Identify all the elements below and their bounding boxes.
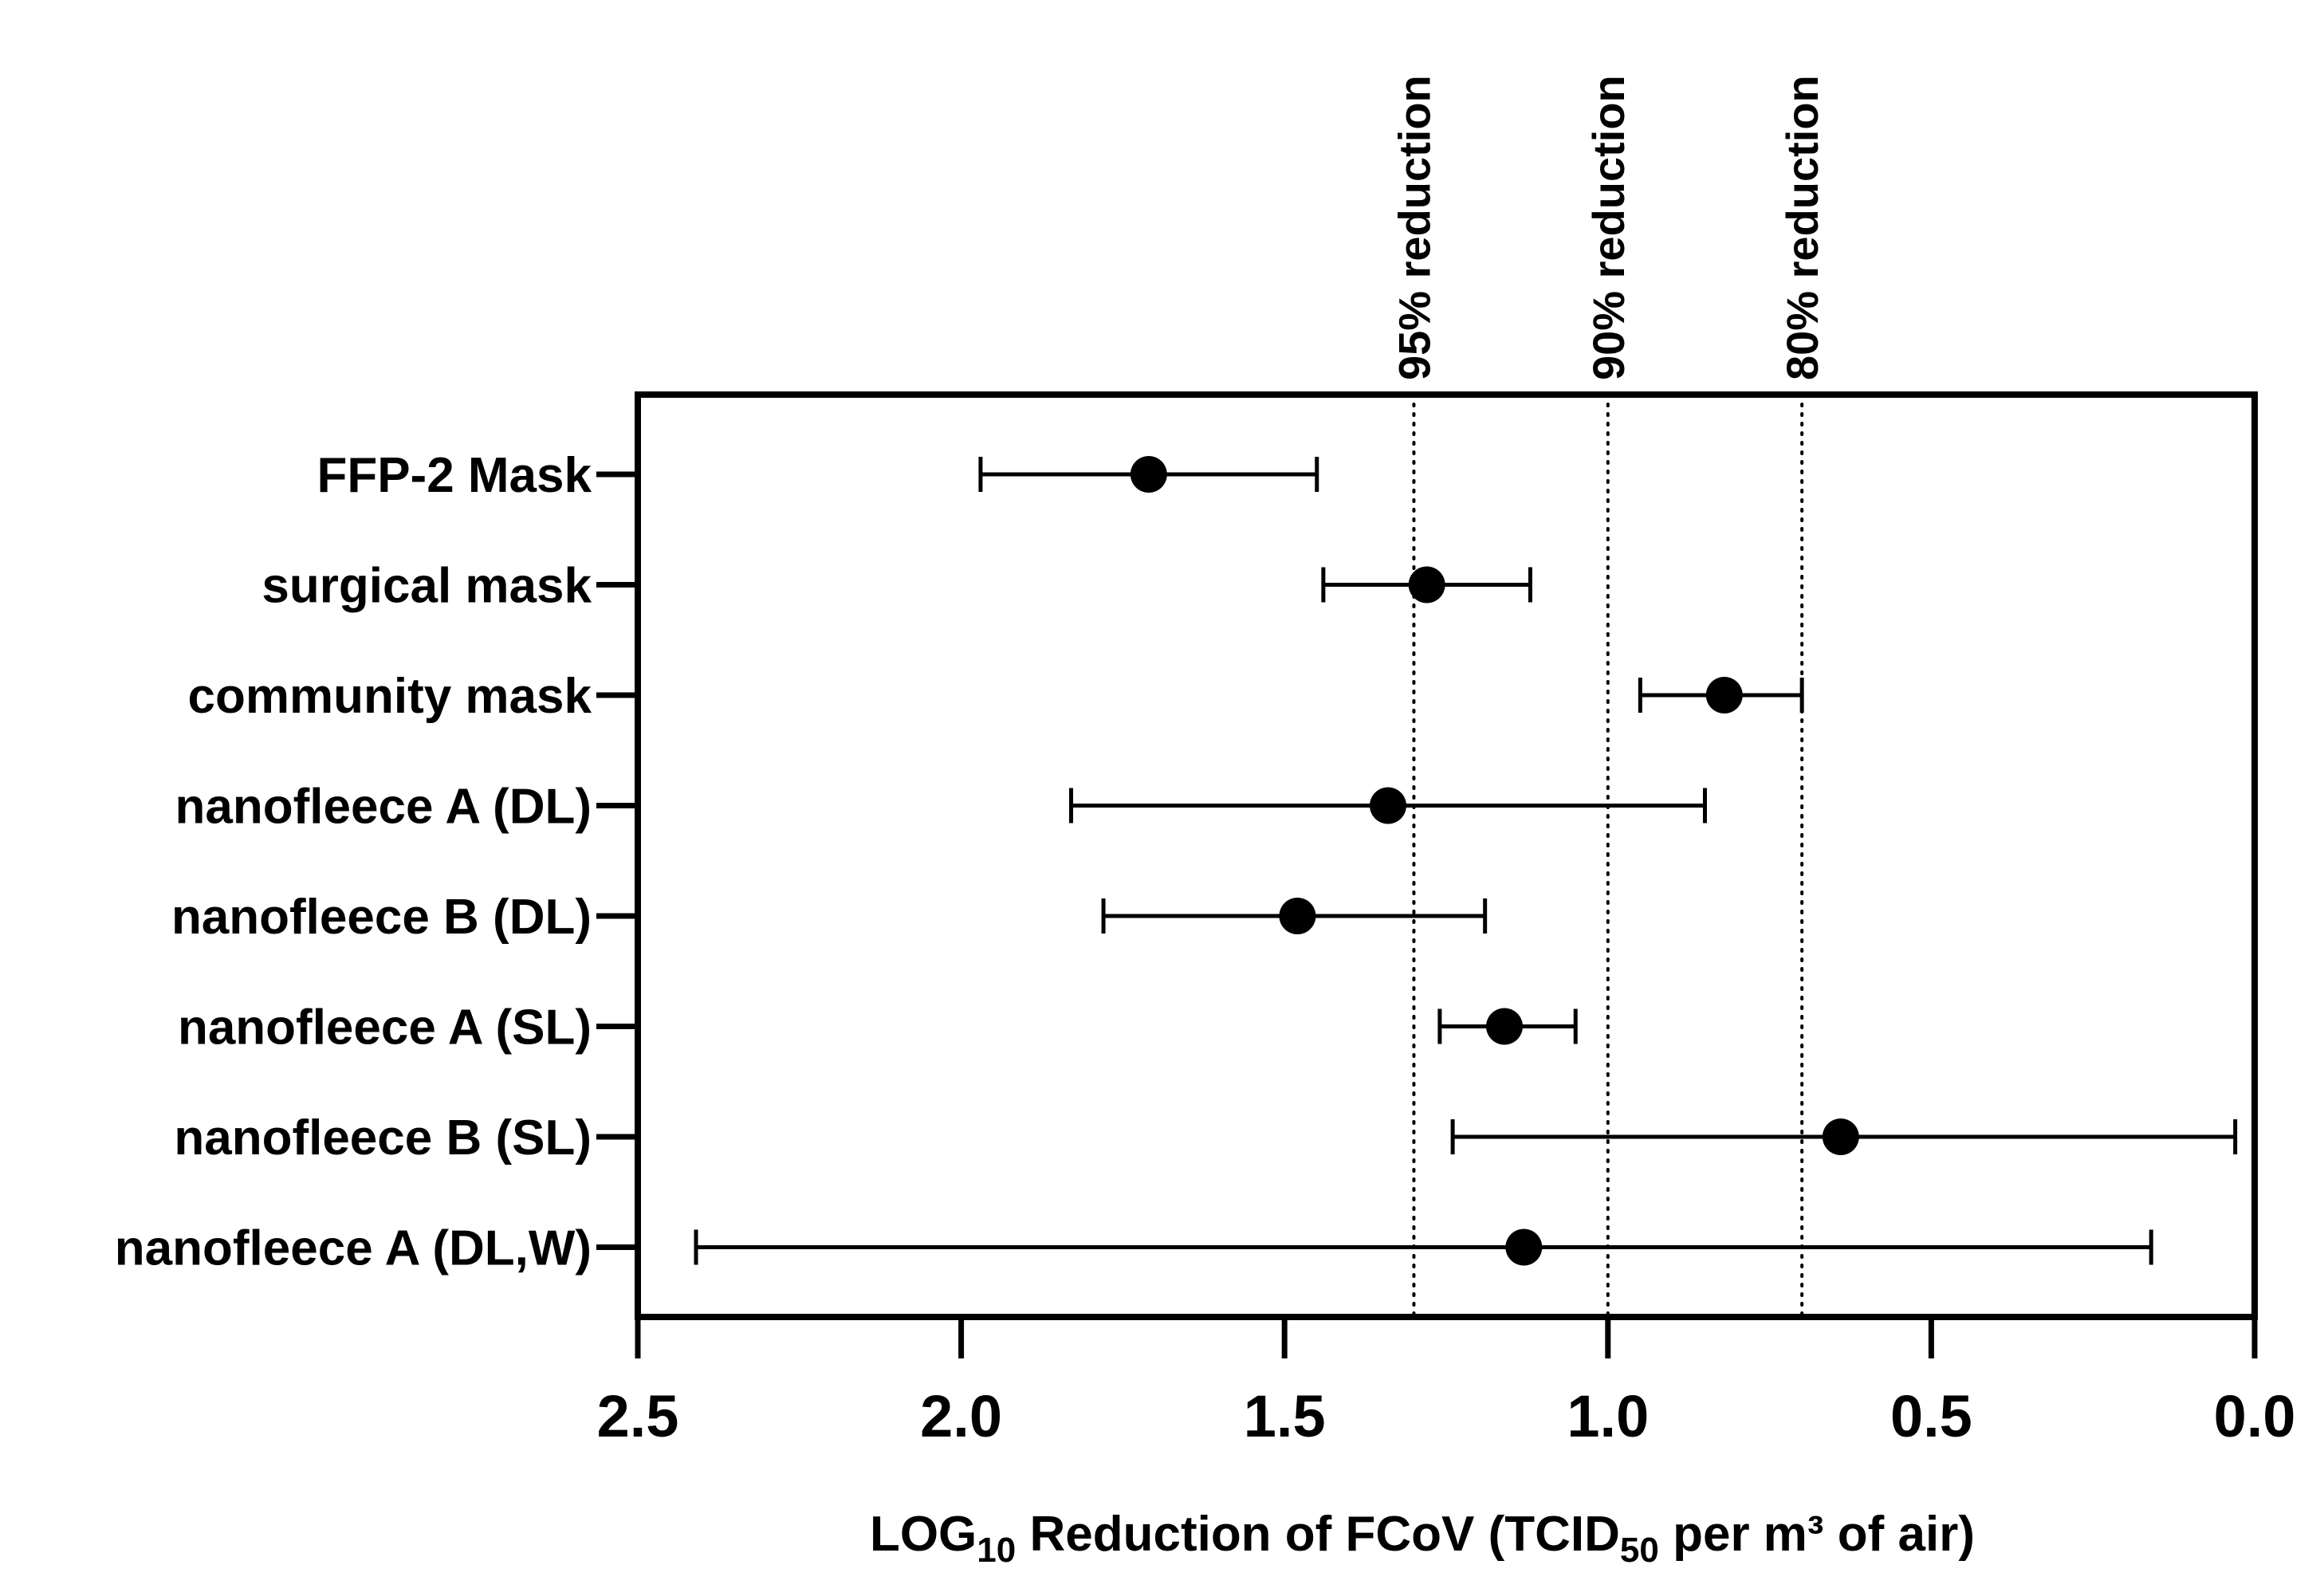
data-point-7: [1505, 1228, 1543, 1266]
x-tick-label-2: 1.5: [1244, 1383, 1326, 1449]
data-point-3: [1369, 787, 1406, 824]
reference-label-1: 90% reduction: [1583, 75, 1634, 380]
x-axis-tick-labels: 2.5 2.0 1.5 1.0 0.5 0.0: [597, 1383, 2296, 1449]
y-axis-ticks: [596, 471, 638, 1250]
category-label-1: surgical mask: [261, 559, 592, 614]
data-point-0: [1130, 456, 1167, 493]
category-label-6: nanofleece B (SL): [174, 1111, 592, 1166]
x-tick-label-4: 0.5: [1890, 1383, 1972, 1449]
x-tick-label-0: 2.5: [597, 1383, 679, 1449]
category-label-3: nanofleece A (DL): [175, 780, 592, 835]
x-axis-title-prefix: LOG: [870, 1507, 977, 1562]
data-point-2: [1705, 677, 1743, 713]
x-tick-label-5: 0.0: [2214, 1383, 2296, 1449]
reference-labels: 95% reduction 90% reduction 80% reduction: [1389, 75, 1827, 380]
category-label-7: nanofleece A (DL,W): [115, 1221, 592, 1276]
reference-lines: [1412, 393, 1804, 1319]
category-label-0: FFP-2 Mask: [317, 448, 592, 503]
category-label-4: nanofleece B (DL): [171, 890, 592, 945]
error-bars: [694, 457, 2238, 1265]
reference-label-2: 80% reduction: [1777, 75, 1827, 380]
data-point-5: [1486, 1008, 1524, 1045]
x-axis-ticks: [635, 1317, 2258, 1358]
x-axis-title-prefix-subscript: 10: [977, 1531, 1016, 1570]
category-label-2: community mask: [187, 669, 592, 724]
y-axis-category-labels: FFP-2 Mask surgical mask community mask nan…: [115, 448, 592, 1276]
data-point-6: [1822, 1118, 1859, 1155]
reference-label-0: 95% reduction: [1389, 75, 1439, 380]
x-axis-title-middle: Reduction of FCoV (TCID: [1016, 1507, 1620, 1562]
plot-frame: [635, 391, 2258, 1320]
data-points: [1130, 456, 1859, 1266]
data-point-1: [1408, 566, 1445, 603]
x-axis-title-suffix: per m³ of air): [1659, 1507, 1975, 1562]
x-axis-title: LOG10 Reduction of FCoV (TCID50 per m³ o…: [870, 1507, 1975, 1570]
x-tick-label-3: 1.0: [1567, 1383, 1649, 1449]
x-axis-title-middle-subscript: 50: [1620, 1531, 1659, 1570]
x-tick-label-1: 2.0: [920, 1383, 1002, 1449]
category-label-5: nanofleece A (SL): [178, 1000, 592, 1055]
data-point-4: [1279, 898, 1316, 934]
